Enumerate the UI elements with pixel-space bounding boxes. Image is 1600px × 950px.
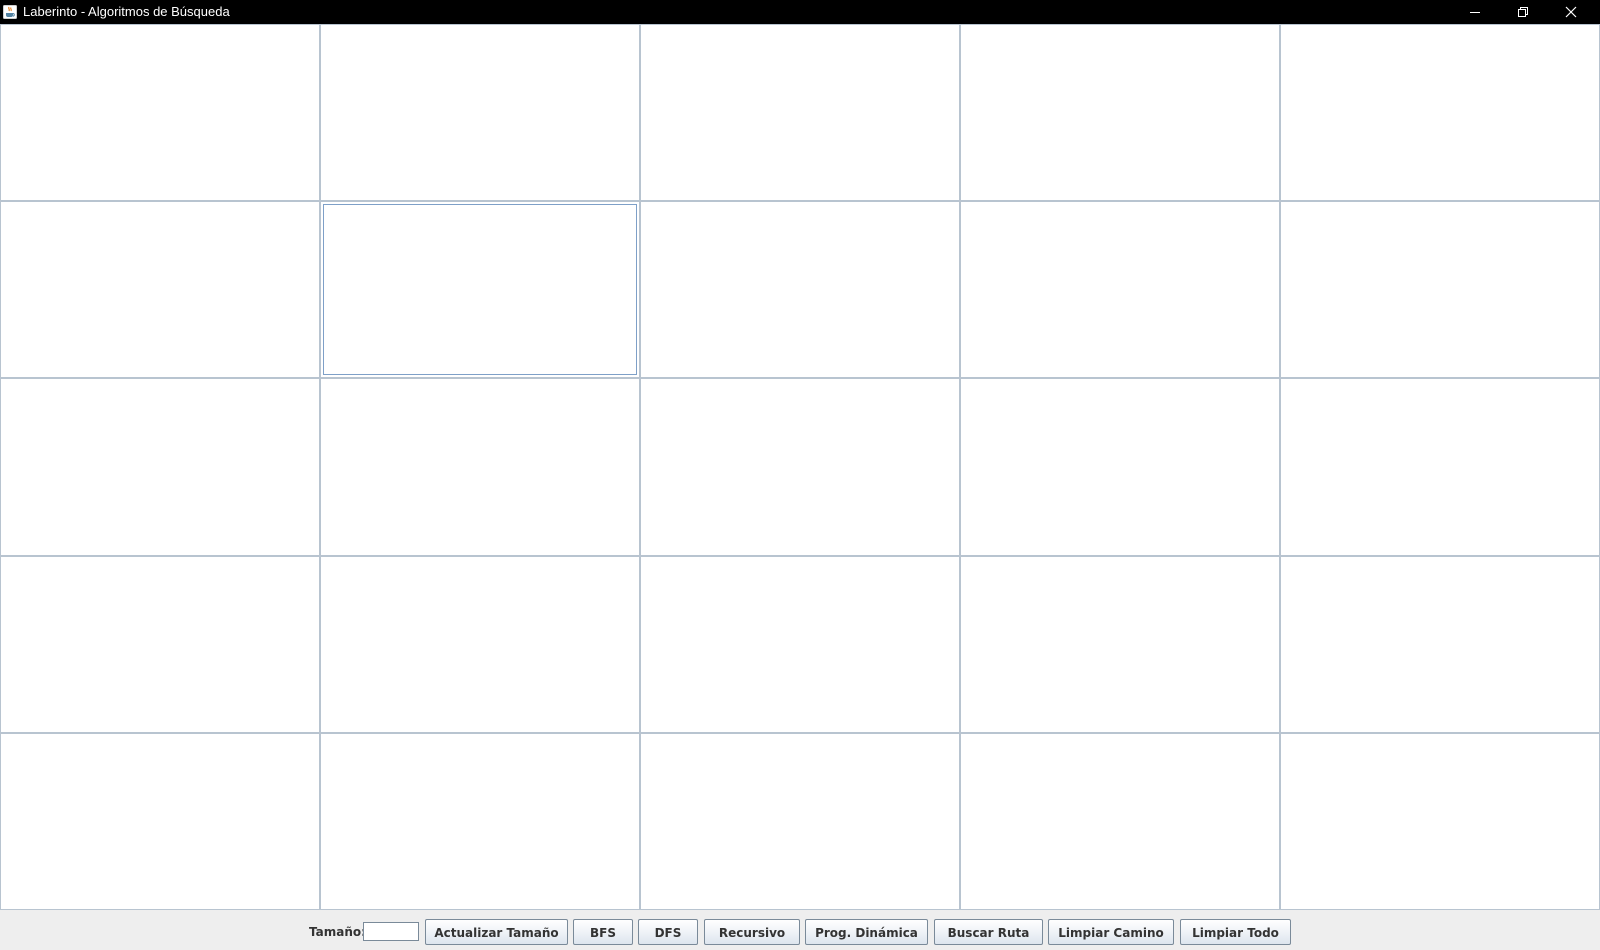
maze-cell[interactable]: [320, 556, 640, 733]
bfs-button[interactable]: BFS: [573, 919, 633, 945]
window-title: Laberinto - Algoritmos de Búsqueda: [23, 4, 230, 19]
maze-cell[interactable]: [1280, 378, 1600, 556]
maze-cell[interactable]: [1280, 733, 1600, 910]
maze-cell[interactable]: [640, 556, 960, 733]
maze-cell[interactable]: [0, 201, 320, 378]
restore-icon: [1517, 6, 1529, 18]
restore-button[interactable]: [1500, 0, 1546, 24]
maze-cell[interactable]: [960, 378, 1280, 556]
close-button[interactable]: [1548, 0, 1594, 24]
maze-cell[interactable]: [640, 378, 960, 556]
maze-cell[interactable]: [960, 556, 1280, 733]
maze-cell[interactable]: [320, 24, 640, 201]
find-route-button[interactable]: Buscar Ruta: [934, 919, 1043, 945]
control-panel: Tamaño: Actualizar Tamaño BFS DFS Recurs…: [0, 910, 1600, 950]
maze-cell[interactable]: [640, 733, 960, 910]
maze-cell[interactable]: [0, 556, 320, 733]
maze-cell[interactable]: [320, 733, 640, 910]
recursive-button[interactable]: Recursivo: [704, 919, 800, 945]
maze-cell[interactable]: [1280, 201, 1600, 378]
maze-cell[interactable]: [320, 378, 640, 556]
maze-cell[interactable]: [0, 378, 320, 556]
title-bar: Laberinto - Algoritmos de Búsqueda: [0, 0, 1600, 24]
dynamic-programming-button[interactable]: Prog. Dinámica: [805, 919, 928, 945]
maze-cell[interactable]: [0, 733, 320, 910]
maze-cell[interactable]: [640, 201, 960, 378]
maze-cell[interactable]: [960, 733, 1280, 910]
maze-cell[interactable]: [1280, 24, 1600, 201]
minimize-icon: [1469, 6, 1481, 18]
update-size-button[interactable]: Actualizar Tamaño: [425, 919, 568, 945]
clear-path-button[interactable]: Limpiar Camino: [1048, 919, 1174, 945]
maze-cell[interactable]: [960, 24, 1280, 201]
maze-cell[interactable]: [640, 24, 960, 201]
maze-cell[interactable]: [1280, 556, 1600, 733]
size-label: Tamaño:: [309, 925, 366, 939]
clear-all-button[interactable]: Limpiar Todo: [1180, 919, 1291, 945]
maze-cell[interactable]: [0, 24, 320, 201]
maze-grid: [0, 24, 1600, 910]
close-icon: [1565, 6, 1577, 18]
dfs-button[interactable]: DFS: [638, 919, 698, 945]
maze-cell[interactable]: [960, 201, 1280, 378]
java-cup-icon: [3, 4, 17, 19]
maze-cell[interactable]: [320, 201, 640, 378]
minimize-button[interactable]: [1452, 0, 1498, 24]
size-input[interactable]: [363, 922, 419, 941]
